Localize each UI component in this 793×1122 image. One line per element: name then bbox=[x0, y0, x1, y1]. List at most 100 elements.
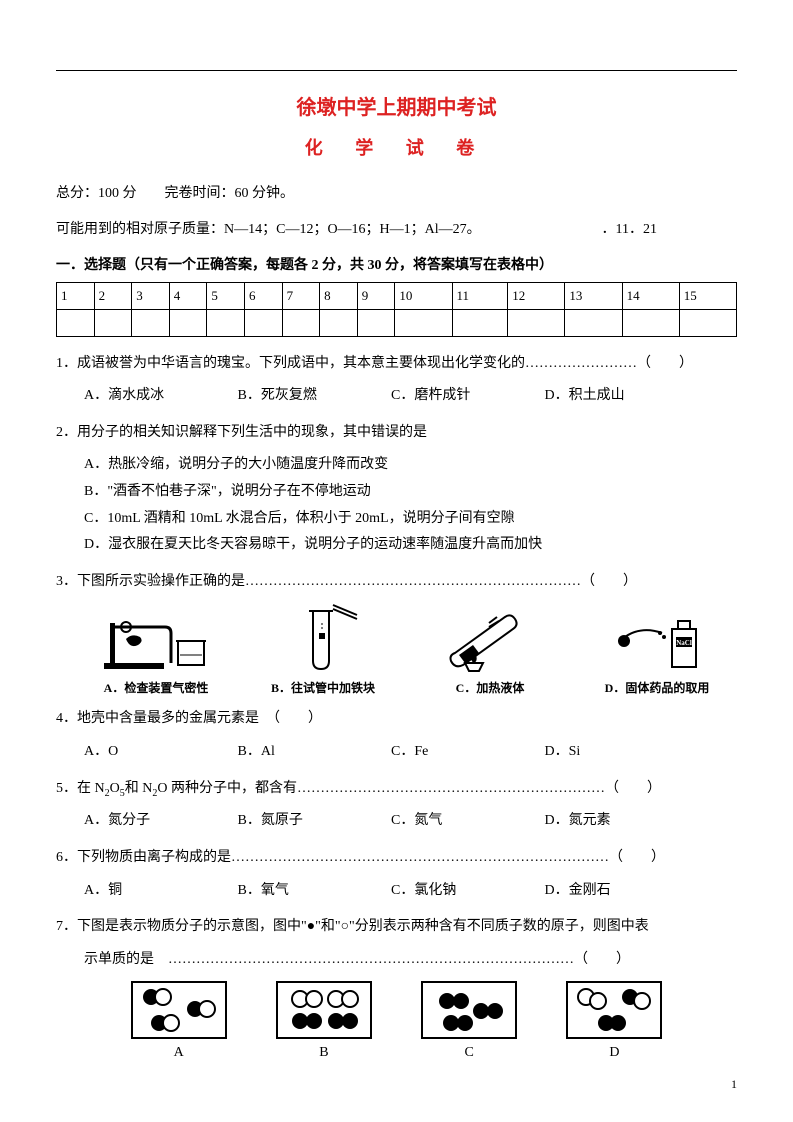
q3-fig-b: B．往试管中加铁块 bbox=[253, 603, 393, 696]
q6-stem: 6．下列物质由离子构成的是………………………………………………………………………… bbox=[56, 845, 737, 872]
q1-options: A．滴水成冰 B．死灰复燃 C．磨杵成针 D．积土成山 bbox=[84, 383, 737, 410]
q4-opt-b: B．Al bbox=[238, 739, 388, 766]
q7-fig-b-label: B bbox=[276, 1045, 372, 1061]
q3-fig-c: C．加热液体 bbox=[420, 603, 560, 696]
q3-stem: 3．下图所示实验操作正确的是………………………………………………………………（ … bbox=[56, 569, 737, 596]
grid-blank[interactable] bbox=[169, 309, 207, 336]
q5-pre: 5．在 N bbox=[56, 781, 105, 796]
grid-blank[interactable] bbox=[622, 309, 679, 336]
section1-head: 一．选择题（只有一个正确答案，每题各 2 分，共 30 分，将答案填写在表格中） bbox=[56, 254, 737, 274]
grid-blank[interactable] bbox=[320, 309, 358, 336]
q6-opt-a: A．铜 bbox=[84, 878, 234, 905]
molecule-diagram-b-icon bbox=[276, 981, 372, 1039]
q5-opt-d: D．氮元素 bbox=[545, 808, 611, 835]
q2-opt-b: B．"酒香不怕巷子深"，说明分子在不停地运动 bbox=[84, 479, 737, 506]
grid-cell: 1 bbox=[57, 282, 95, 309]
exam-subject: 化 学 试 卷 bbox=[56, 134, 737, 160]
grid-blank[interactable] bbox=[57, 309, 95, 336]
q6-opt-d: D．金刚石 bbox=[545, 878, 611, 905]
q4-opt-c: C．Fe bbox=[391, 739, 541, 766]
grid-cell: 13 bbox=[565, 282, 622, 309]
q3-fig-b-label: B．往试管中加铁块 bbox=[253, 679, 393, 696]
grid-cell: 2 bbox=[94, 282, 132, 309]
q1-stem: 1．成语被誉为中华语言的瑰宝。下列成语中，其本意主要体现出化学变化的………………… bbox=[56, 351, 737, 378]
q1-opt-d: D．积土成山 bbox=[545, 383, 625, 410]
grid-blank[interactable] bbox=[452, 309, 508, 336]
q3-fig-c-label: C．加热液体 bbox=[420, 679, 560, 696]
q3-fig-d-label: D．固体药品的取用 bbox=[587, 679, 727, 696]
molecule-diagram-c-icon bbox=[421, 981, 517, 1039]
grid-blank[interactable] bbox=[132, 309, 170, 336]
grid-cell: 14 bbox=[622, 282, 679, 309]
apparatus-heat-liquid-icon bbox=[435, 603, 545, 675]
grid-cell: 5 bbox=[207, 282, 245, 309]
q5-mid2: 和 N bbox=[125, 781, 153, 796]
grid-blank[interactable] bbox=[282, 309, 320, 336]
grid-cell: 4 bbox=[169, 282, 207, 309]
score-time-line: 总分：100 分 完卷时间：60 分钟。 bbox=[56, 182, 737, 206]
grid-blank[interactable] bbox=[207, 309, 245, 336]
molecule-diagram-d-icon bbox=[566, 981, 662, 1039]
q1-opt-a: A．滴水成冰 bbox=[84, 383, 234, 410]
q7-stem-line1: 7．下图是表示物质分子的示意图，图中"●"和"○"分别表示两种含有不同质子数的原… bbox=[56, 914, 737, 941]
q5-stem: 5．在 N2O5和 N2O 两种分子中，都含有……………………………………………… bbox=[56, 776, 737, 803]
q2-opt-a: A．热胀冷缩，说明分子的大小随温度升降而改变 bbox=[84, 452, 737, 479]
exam-title: 徐墩中学上期期中考试 bbox=[56, 91, 737, 120]
q7-fig-a: A bbox=[131, 981, 227, 1061]
grid-cell: 7 bbox=[282, 282, 320, 309]
exam-page: 徐墩中学上期期中考试 化 学 试 卷 总分：100 分 完卷时间：60 分钟。 … bbox=[0, 0, 793, 1122]
grid-blank[interactable] bbox=[94, 309, 132, 336]
q1-opt-b: B．死灰复燃 bbox=[238, 383, 388, 410]
q3-fig-a-label: A．检查装置气密性 bbox=[86, 679, 226, 696]
grid-cell: 9 bbox=[357, 282, 395, 309]
q6-options: A．铜 B．氧气 C．氯化钠 D．金刚石 bbox=[84, 878, 737, 905]
answer-grid: 1 2 3 4 5 6 7 8 9 10 11 12 13 14 15 bbox=[56, 282, 737, 337]
q1-opt-c: C．磨杵成针 bbox=[391, 383, 541, 410]
grid-header-row: 1 2 3 4 5 6 7 8 9 10 11 12 13 14 15 bbox=[57, 282, 737, 309]
page-number: 1 bbox=[731, 1077, 737, 1092]
q6-opt-b: B．氧气 bbox=[238, 878, 388, 905]
svg-text:NaCl: NaCl bbox=[676, 639, 692, 647]
apparatus-add-iron-icon bbox=[273, 603, 373, 675]
grid-blank[interactable] bbox=[357, 309, 395, 336]
grid-cell: 12 bbox=[508, 282, 565, 309]
grid-cell: 15 bbox=[679, 282, 736, 309]
q7-fig-b: B bbox=[276, 981, 372, 1061]
q2-opt-c: C．10mL 酒精和 10mL 水混合后，体积小于 20mL，说明分子间有空隙 bbox=[84, 506, 737, 533]
q4-opt-a: A．O bbox=[84, 739, 234, 766]
grid-blank[interactable] bbox=[679, 309, 736, 336]
exam-date: ．11．21 bbox=[602, 218, 737, 242]
q4-opt-d: D．Si bbox=[545, 739, 581, 766]
grid-answer-row bbox=[57, 309, 737, 336]
q2-stem: 2．用分子的相关知识解释下列生活中的现象，其中错误的是 bbox=[56, 420, 737, 447]
q3-fig-a: A．检查装置气密性 bbox=[86, 603, 226, 696]
grid-blank[interactable] bbox=[508, 309, 565, 336]
q7-fig-c-label: C bbox=[421, 1045, 517, 1061]
q5-opt-a: A．氮分子 bbox=[84, 808, 234, 835]
q3-fig-d: NaCl D．固体药品的取用 bbox=[587, 603, 727, 696]
grid-blank[interactable] bbox=[395, 309, 452, 336]
q7-figures: A B C bbox=[106, 981, 687, 1061]
q4-stem: 4．地壳中含量最多的金属元素是 （ ） bbox=[56, 706, 737, 733]
q7-fig-a-label: A bbox=[131, 1045, 227, 1061]
top-rule bbox=[56, 70, 737, 71]
grid-cell: 6 bbox=[244, 282, 282, 309]
grid-cell: 11 bbox=[452, 282, 508, 309]
grid-cell: 8 bbox=[320, 282, 358, 309]
atomic-mass-text: 可能用到的相对原子质量：N—14；C—12；O—16；H—1；Al—27。 bbox=[56, 222, 481, 237]
q7-fig-d: D bbox=[566, 981, 662, 1061]
q5-options: A．氮分子 B．氮原子 C．氮气 D．氮元素 bbox=[84, 808, 737, 835]
grid-blank[interactable] bbox=[565, 309, 622, 336]
q5-mid1: O bbox=[110, 781, 120, 796]
q5-opt-b: B．氮原子 bbox=[238, 808, 388, 835]
q4-options: A．O B．Al C．Fe D．Si bbox=[84, 739, 737, 766]
q6-opt-c: C．氯化钠 bbox=[391, 878, 541, 905]
grid-blank[interactable] bbox=[244, 309, 282, 336]
q2-opt-d: D．湿衣服在夏天比冬天容易晾干，说明分子的运动速率随温度升高而加快 bbox=[84, 532, 737, 559]
atomic-mass-line: 可能用到的相对原子质量：N—14；C—12；O—16；H—1；Al—27。 ．1… bbox=[56, 218, 737, 242]
molecule-diagram-a-icon bbox=[131, 981, 227, 1039]
grid-cell: 3 bbox=[132, 282, 170, 309]
q3-figures: A．检查装置气密性 B．往试管中加铁块 bbox=[86, 603, 727, 696]
q5-post: O 两种分子中，都含有…………………………………………………………（ ） bbox=[157, 781, 661, 796]
q7-stem-line2: 示单质的是 ……………………………………………………………………………（ ） bbox=[84, 947, 737, 974]
